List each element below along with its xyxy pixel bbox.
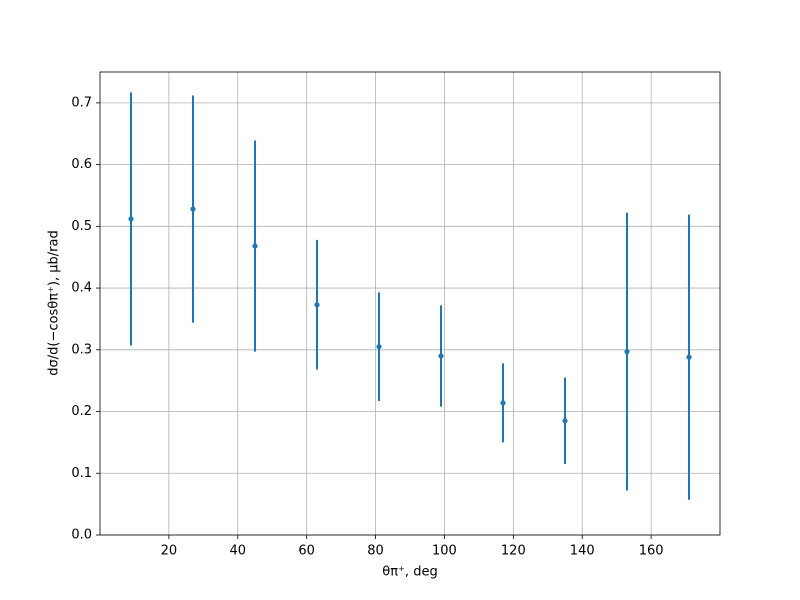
data-point — [376, 344, 382, 350]
x-tick-label: 160 — [639, 544, 664, 559]
data-point — [190, 206, 196, 212]
y-tick-label: 0.1 — [71, 466, 92, 481]
y-tick-label: 0.7 — [71, 95, 92, 110]
data-point — [562, 418, 568, 424]
y-tick-label: 0.3 — [71, 342, 92, 357]
data-point — [500, 400, 506, 406]
plot-frame — [99, 71, 721, 536]
x-tick-label: 40 — [230, 544, 247, 559]
y-tick-label: 0.0 — [71, 528, 92, 543]
x-tick-label: 80 — [367, 544, 384, 559]
data-point — [314, 302, 320, 308]
y-tick-label: 0.5 — [71, 219, 92, 234]
x-tick-label: 20 — [161, 544, 178, 559]
x-tick-label: 120 — [501, 544, 526, 559]
x-tick-label: 60 — [298, 544, 315, 559]
y-axis-label: dσ/d(−cosθπ⁺), μb/rad — [47, 230, 62, 375]
data-point — [624, 349, 630, 355]
data-point — [128, 216, 134, 222]
data-point — [438, 353, 444, 359]
y-tick-label: 0.2 — [71, 404, 92, 419]
x-tick-label: 100 — [432, 544, 457, 559]
data-point — [252, 243, 258, 249]
y-tick-label: 0.6 — [71, 157, 92, 172]
data-point — [686, 354, 692, 360]
x-axis-label: θπ⁺, deg — [382, 565, 437, 580]
y-tick-label: 0.4 — [71, 281, 92, 296]
x-tick-label: 140 — [570, 544, 595, 559]
